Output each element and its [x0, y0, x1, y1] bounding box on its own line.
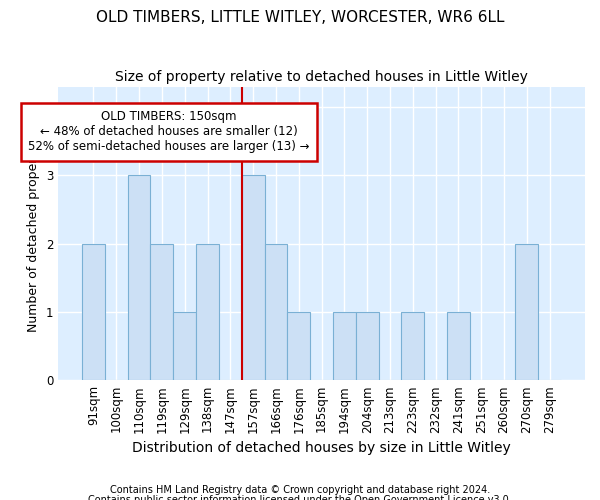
Bar: [515, 244, 538, 380]
Bar: [287, 312, 310, 380]
X-axis label: Distribution of detached houses by size in Little Witley: Distribution of detached houses by size …: [132, 441, 511, 455]
Title: Size of property relative to detached houses in Little Witley: Size of property relative to detached ho…: [115, 70, 528, 84]
Bar: [265, 244, 287, 380]
Text: OLD TIMBERS: 150sqm
← 48% of detached houses are smaller (12)
52% of semi-detach: OLD TIMBERS: 150sqm ← 48% of detached ho…: [28, 110, 310, 154]
Bar: [173, 312, 196, 380]
Y-axis label: Number of detached properties: Number of detached properties: [27, 135, 40, 332]
Bar: [128, 176, 151, 380]
Bar: [356, 312, 379, 380]
Bar: [82, 244, 105, 380]
Bar: [151, 244, 173, 380]
Bar: [447, 312, 470, 380]
Bar: [242, 176, 265, 380]
Text: Contains HM Land Registry data © Crown copyright and database right 2024.: Contains HM Land Registry data © Crown c…: [110, 485, 490, 495]
Bar: [333, 312, 356, 380]
Bar: [196, 244, 219, 380]
Text: OLD TIMBERS, LITTLE WITLEY, WORCESTER, WR6 6LL: OLD TIMBERS, LITTLE WITLEY, WORCESTER, W…: [96, 10, 504, 25]
Text: Contains public sector information licensed under the Open Government Licence v3: Contains public sector information licen…: [88, 495, 512, 500]
Bar: [401, 312, 424, 380]
